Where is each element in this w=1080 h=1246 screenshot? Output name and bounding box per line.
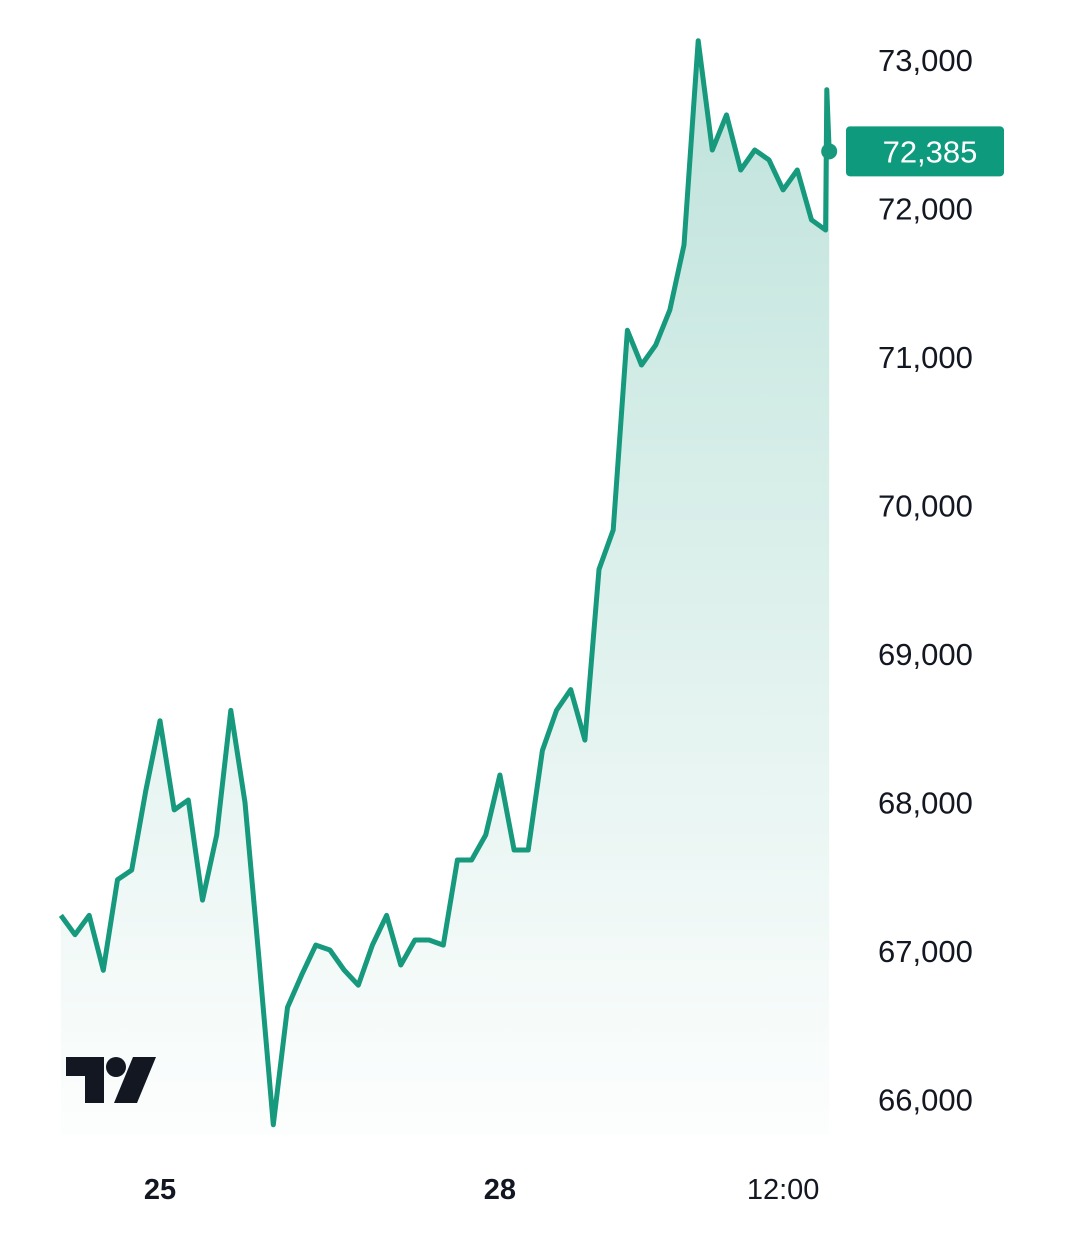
price-area-fill bbox=[60, 40, 830, 1136]
x-axis: 25 28 12:00 bbox=[144, 1174, 820, 1206]
y-tick-label: 67,000 bbox=[878, 934, 973, 969]
last-price-dot bbox=[821, 143, 838, 160]
x-tick-label: 12:00 bbox=[747, 1174, 820, 1206]
y-tick-label: 71,000 bbox=[878, 340, 973, 375]
y-tick-label: 66,000 bbox=[878, 1083, 973, 1118]
x-tick-label: 25 bbox=[144, 1174, 176, 1206]
y-tick-label: 69,000 bbox=[878, 637, 973, 672]
y-axis: 73,000 72,000 71,000 70,000 69,000 68,000 67,0… bbox=[878, 43, 973, 1118]
y-tick-label: 70,000 bbox=[878, 489, 973, 524]
y-tick-label: 72,000 bbox=[878, 192, 973, 227]
y-tick-label: 73,000 bbox=[878, 43, 973, 78]
y-tick-label: 68,000 bbox=[878, 786, 973, 821]
last-price-badge: 72,385 bbox=[846, 126, 1004, 177]
last-price-label: 72,385 bbox=[883, 134, 978, 169]
price-line bbox=[58, 38, 832, 1128]
x-tick-label: 28 bbox=[484, 1174, 516, 1206]
tradingview-logo bbox=[66, 1057, 156, 1103]
